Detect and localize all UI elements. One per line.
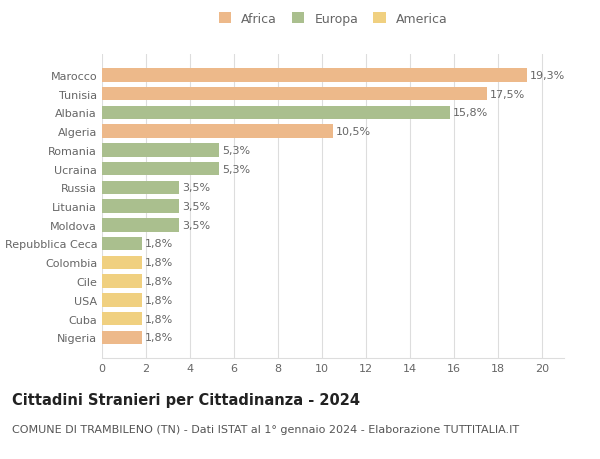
Bar [102, 237, 142, 251]
Bar [102, 181, 179, 195]
Text: 1,8%: 1,8% [145, 295, 173, 305]
Text: 1,8%: 1,8% [145, 314, 173, 324]
Text: 1,8%: 1,8% [145, 276, 173, 286]
Text: 10,5%: 10,5% [337, 127, 371, 137]
Legend: Africa, Europa, America: Africa, Europa, America [218, 13, 448, 26]
Text: 1,8%: 1,8% [145, 239, 173, 249]
Bar [102, 256, 142, 269]
Bar [102, 144, 218, 157]
Text: Cittadini Stranieri per Cittadinanza - 2024: Cittadini Stranieri per Cittadinanza - 2… [12, 392, 360, 408]
Bar [102, 69, 527, 82]
Bar [102, 331, 142, 344]
Text: 3,5%: 3,5% [182, 183, 211, 193]
Bar [102, 125, 333, 139]
Text: 5,3%: 5,3% [222, 164, 250, 174]
Bar [102, 162, 218, 176]
Text: 19,3%: 19,3% [530, 71, 565, 81]
Bar [102, 274, 142, 288]
Text: 5,3%: 5,3% [222, 146, 250, 156]
Text: 1,8%: 1,8% [145, 332, 173, 342]
Bar [102, 312, 142, 325]
Bar [102, 218, 179, 232]
Bar [102, 106, 449, 120]
Text: 17,5%: 17,5% [490, 90, 526, 99]
Text: COMUNE DI TRAMBILENO (TN) - Dati ISTAT al 1° gennaio 2024 - Elaborazione TUTTITA: COMUNE DI TRAMBILENO (TN) - Dati ISTAT a… [12, 425, 519, 435]
Text: 3,5%: 3,5% [182, 220, 211, 230]
Bar [102, 88, 487, 101]
Text: 1,8%: 1,8% [145, 257, 173, 268]
Text: 3,5%: 3,5% [182, 202, 211, 212]
Bar [102, 293, 142, 307]
Bar [102, 200, 179, 213]
Text: 15,8%: 15,8% [453, 108, 488, 118]
